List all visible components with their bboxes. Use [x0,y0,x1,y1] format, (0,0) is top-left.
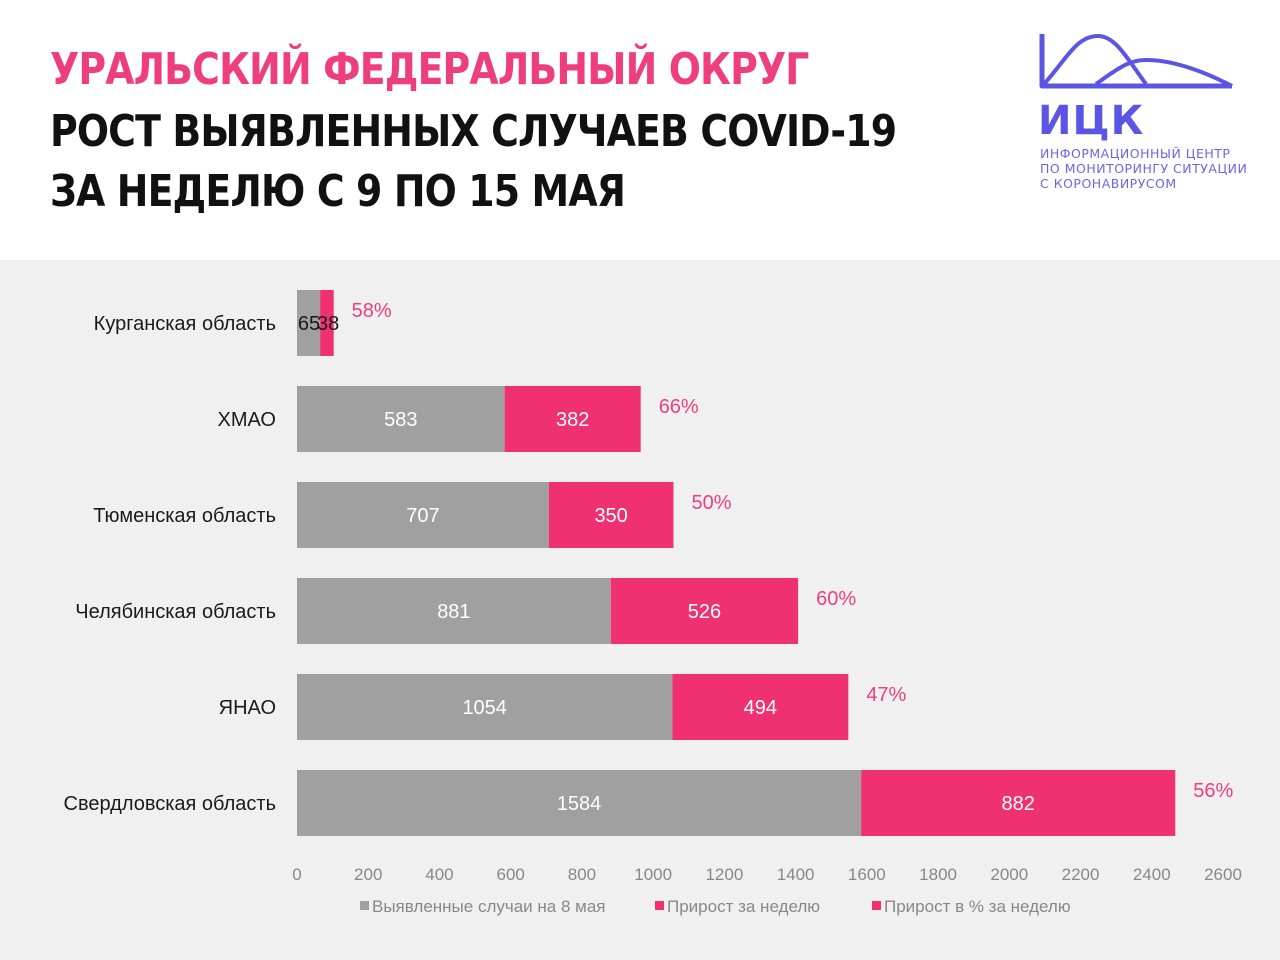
logo-subtitle-line1: ИНФОРМАЦИОННЫЙ ЦЕНТР [1040,146,1231,161]
percent-label: 50% [691,492,731,514]
legend-swatch [360,901,369,910]
bar-segment-growth [861,770,1176,836]
bar-row: Челябинская область 881 526 60% [75,578,856,644]
logo-subtitle-line3: С КОРОНАВИРУСОМ [1040,176,1177,191]
legend: Выявленные случаи на 8 мая Прирост за нед… [360,897,1071,916]
data-label-growth: 382 [556,409,589,431]
x-tick-label: 800 [568,865,596,884]
data-label-confirmed: 65 [298,313,320,335]
bar-segment-growth [672,674,849,740]
bar-row: Свердловская область 1584 882 56% [64,770,1234,836]
chart-subtitle: ЗА НЕДЕЛЮ С 9 ПО 15 МАЯ [50,166,626,217]
bar-segment-confirmed [297,770,862,836]
bar-segment-confirmed [297,482,549,548]
x-tick-label: 400 [425,865,453,884]
x-tick-label: 200 [354,865,382,884]
data-label-confirmed: 583 [384,409,417,431]
chart-title: РОСТ ВЫЯВЛЕННЫХ СЛУЧАЕВ COVID-19 [50,106,897,157]
percent-label: 58% [352,300,392,322]
legend-item: Выявленные случаи на 8 мая [360,897,606,916]
data-label-growth: 494 [744,697,777,719]
legend-label: Выявленные случаи на 8 мая [372,897,606,916]
bar-segment-confirmed [297,674,673,740]
category-label: ЯНАО [219,697,276,719]
data-label-confirmed: 881 [437,601,470,623]
x-tick-label: 0 [292,865,301,884]
header: УРАЛЬСКИЙ ФЕДЕРАЛЬНЫЙ ОКРУГ РОСТ ВЫЯВЛЕН… [0,0,1280,260]
percent-label: 60% [816,588,856,610]
bar-segment-growth [548,482,674,548]
data-label-confirmed: 1584 [557,793,602,815]
x-tick-label: 1000 [634,865,672,884]
x-tick-label: 600 [497,865,525,884]
bar-segment-growth [320,290,334,356]
data-label-growth: 882 [1002,793,1035,815]
logo-abbreviation: ИЦК [1038,98,1145,144]
legend-label: Прирост за неделю [667,897,820,916]
category-label: Челябинская область [75,601,276,623]
data-label-growth: 38 [317,313,339,335]
bar-segment-growth [504,386,641,452]
bar-segment-growth [610,578,799,644]
x-axis: 0 200 400 600 800 1000 1200 1400 1600 1800 2000 220… [292,865,1242,884]
category-label: Свердловская область [64,793,276,815]
curve-logo-icon [1039,33,1233,89]
percent-label: 47% [866,684,906,706]
data-label-growth: 526 [688,601,721,623]
data-label-growth: 350 [594,505,627,527]
bar-segment-confirmed [297,386,505,452]
legend-label: Прирост в % за неделю [884,897,1071,916]
x-tick-label: 2600 [1204,865,1242,884]
legend-item: Прирост за неделю [655,897,820,916]
percent-label: 56% [1193,780,1233,802]
bar-row: ХМАО 583 382 66% [218,386,699,452]
bar-row: ЯНАО 1054 494 47% [219,674,907,740]
category-label: Тюменская область [93,505,276,527]
region-title: УРАЛЬСКИЙ ФЕДЕРАЛЬНЫЙ ОКРУГ [50,44,809,95]
data-label-confirmed: 707 [406,505,439,527]
chart-area: Курганская область 65 38 58% ХМАО 583 382 66% Тю… [0,260,1280,960]
x-tick-label: 2000 [990,865,1028,884]
legend-swatch [655,901,664,910]
category-label: Курганская область [94,313,276,335]
x-tick-label: 2200 [1062,865,1100,884]
percent-label: 66% [659,396,699,418]
legend-swatch [872,901,881,910]
legend-item: Прирост в % за неделю [872,897,1071,916]
category-label: ХМАО [218,409,276,431]
logo-subtitle-line2: ПО МОНИТОРИНГУ СИТУАЦИИ [1040,161,1248,176]
x-tick-label: 1800 [919,865,957,884]
x-tick-label: 2400 [1133,865,1171,884]
x-tick-label: 1400 [777,865,815,884]
bar-segment-confirmed [297,578,611,644]
itsk-logo: ИЦК ИНФОРМАЦИОННЫЙ ЦЕНТР ПО МОНИТОРИНГУ … [1036,30,1256,200]
bar-segment-confirmed [297,290,321,356]
bar-row: Тюменская область 707 350 50% [93,482,732,548]
data-label-confirmed: 1054 [462,697,507,719]
x-tick-label: 1600 [848,865,886,884]
x-tick-label: 1200 [705,865,743,884]
